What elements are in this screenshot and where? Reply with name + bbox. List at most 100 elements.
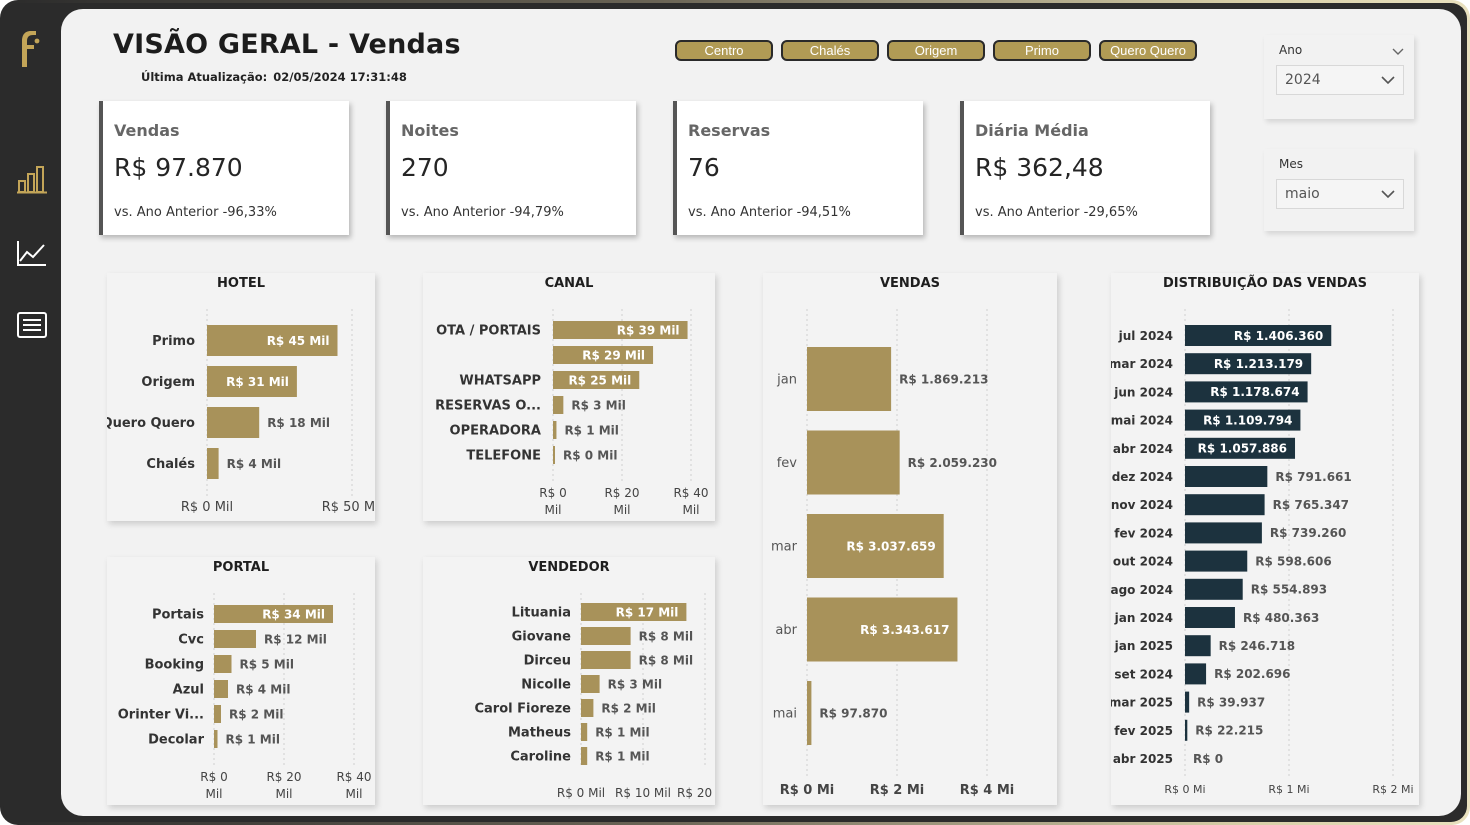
bar[interactable] [553,396,564,414]
data-label: R$ 22.215 [1195,724,1263,738]
data-label: R$ 739.260 [1270,526,1346,540]
data-label: R$ 3.343.617 [860,623,949,637]
bar[interactable] [1185,550,1248,572]
kpi-value: R$ 362,48 [975,153,1104,182]
bar[interactable] [207,448,219,479]
bar[interactable] [581,699,594,717]
category-label: Giovane [512,630,572,645]
category-label: mai [773,707,797,722]
bar[interactable] [1185,691,1190,713]
data-label: R$ 17 Mil [616,605,679,619]
bar[interactable] [207,407,260,438]
data-label: R$ 12 Mil [264,632,327,646]
axis-tick-label: R$ 50 Mil [322,500,375,515]
bar[interactable] [1185,635,1211,657]
bar[interactable] [1185,522,1262,544]
filter-button-origem[interactable]: Origem [887,40,985,61]
bar[interactable] [553,446,555,464]
bar[interactable] [214,655,232,673]
chart-title-vendas: VENDAS [879,276,941,291]
filter-button-primo[interactable]: Primo [993,40,1091,61]
category-label: jun 2024 [1113,385,1173,399]
kpi-value: 76 [688,153,720,182]
bar[interactable] [1185,607,1235,628]
bar[interactable] [1185,325,1332,346]
bar[interactable] [1185,719,1188,741]
category-label: Quero Quero [107,416,195,431]
bar[interactable] [214,705,221,723]
bar[interactable] [207,325,338,356]
bar[interactable] [1185,437,1296,459]
filter-button-chales[interactable]: Chalés [781,40,879,61]
bar[interactable] [214,630,256,648]
slicer-ano-label: Ano [1279,43,1303,57]
category-label: jan 2025 [1114,639,1173,653]
bar[interactable] [1185,381,1308,403]
category-label: jan 2024 [1114,611,1173,625]
bar[interactable] [581,651,631,669]
category-label: Orinter Vi... [118,708,204,723]
axis-tick-label: R$ 0 [200,770,227,784]
slicer-mes-dropdown[interactable]: maio [1276,179,1404,209]
chevron-down-icon[interactable] [1391,47,1405,56]
bar[interactable] [214,605,333,623]
data-label: R$ 1 Mil [595,725,649,739]
bar[interactable] [807,430,900,495]
bar[interactable] [1185,353,1312,375]
bar[interactable] [207,366,297,397]
bar[interactable] [581,627,631,645]
kpi-card-reservas: Reservas 76 vs. Ano Anterior -94,51% [673,101,923,235]
bar[interactable] [553,321,688,339]
data-label: R$ 97.870 [819,706,887,720]
kpi-card-vendas: Vendas R$ 97.870 vs. Ano Anterior -96,33… [99,101,349,235]
axis-tick-label: Mil [544,503,561,517]
data-label: R$ 4 Mil [236,682,290,696]
filter-button-centro[interactable]: Centro [675,40,773,61]
list-icon[interactable] [16,309,48,341]
data-label: R$ 246.718 [1219,639,1295,653]
bar[interactable] [553,346,654,364]
data-label: R$ 18 Mil [267,416,330,430]
slicer-ano-dropdown[interactable]: 2024 [1276,65,1404,95]
line-chart-icon[interactable] [16,237,48,269]
portal-chart: R$ 0 Mil R$ 20 Mil R$ 40 Mil Portais R$ 34 Mil C… [118,593,372,801]
bar[interactable] [807,347,892,411]
data-label: R$ 1.178.674 [1210,385,1299,399]
chevron-down-icon[interactable] [1381,190,1395,199]
category-label: mai 2024 [1111,414,1173,428]
data-label: R$ 2 Mil [601,701,655,715]
bar-chart-icon[interactable] [16,163,48,195]
slicer-mes: Mes maio [1264,149,1414,231]
bar[interactable] [1185,409,1301,431]
chart-title-distribuicao: DISTRIBUIÇÃO DAS VENDAS [1163,276,1367,291]
bar[interactable] [1185,494,1265,516]
chevron-down-icon[interactable] [1381,76,1395,85]
bar[interactable] [1185,663,1207,685]
data-label: R$ 1.213.179 [1214,357,1303,371]
bar[interactable] [553,421,557,439]
bar[interactable] [807,514,944,578]
axis-tick-label: R$ 2 Mi [1372,783,1413,796]
bar[interactable] [807,597,958,662]
data-label: R$ 1.057.886 [1198,442,1287,456]
category-label: Booking [145,658,204,673]
data-label: R$ 1.109.794 [1203,413,1292,427]
category-label: OPERADORA [450,424,541,439]
bar[interactable] [1185,466,1268,487]
filter-button-quero-quero[interactable]: Quero Quero [1099,40,1197,61]
bar[interactable] [581,675,600,693]
bar[interactable] [581,723,588,741]
bar[interactable] [214,730,218,748]
kpi-title: Noites [401,121,459,140]
bar[interactable] [581,603,687,621]
panel-portal: R$ 0 Mil R$ 20 Mil R$ 40 Mil Portais R$ 34 Mil C… [107,557,375,805]
panel-canal: R$ 0 Mil R$ 20 Mil R$ 40 Mil OTA / PORTAIS R$ 3… [423,273,715,521]
bar[interactable] [1185,578,1243,600]
data-label: R$ 1 Mil [564,423,618,437]
axis-tick-label: R$ 4 Mi [960,783,1015,798]
kpi-card-noites: Noites 270 vs. Ano Anterior -94,79% [386,101,636,235]
bar[interactable] [214,680,228,698]
bar[interactable] [807,681,812,745]
bar[interactable] [553,371,640,389]
bar[interactable] [581,747,588,765]
